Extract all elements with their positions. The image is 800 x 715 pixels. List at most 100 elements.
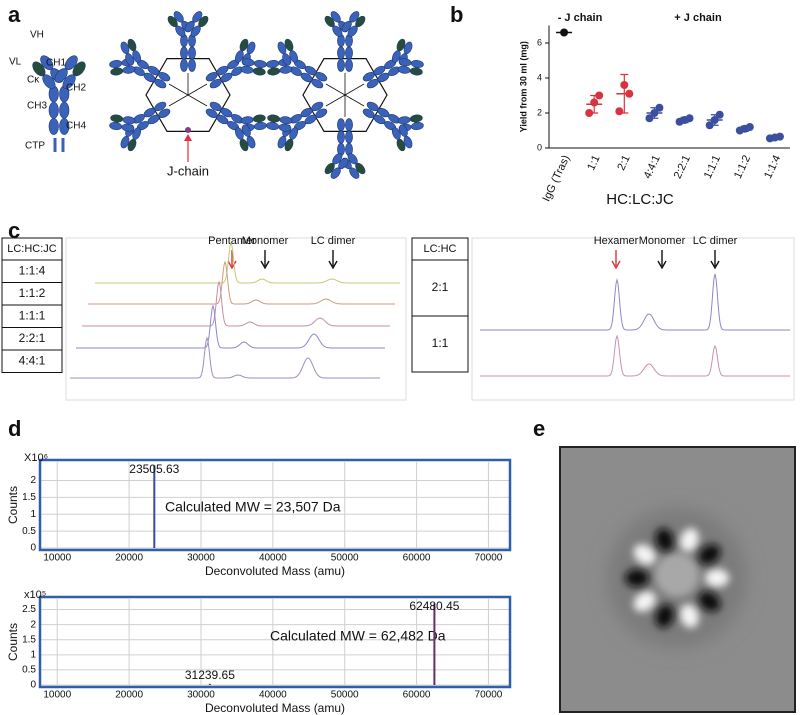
panel-label: b (450, 2, 463, 27)
domain-label: CH4 (66, 121, 86, 132)
trace (95, 241, 400, 284)
domain (120, 41, 130, 55)
x-tick-label: 1:1:4 (762, 153, 783, 180)
x-tick-label: 4:4:1 (642, 153, 663, 180)
domain (337, 130, 345, 144)
domain (337, 118, 345, 132)
j-chain-dot (185, 127, 191, 133)
domain (110, 67, 124, 76)
domain (246, 135, 256, 149)
blob (625, 569, 649, 587)
domain (403, 41, 413, 55)
blob (633, 591, 656, 612)
blob (680, 528, 699, 552)
trace (480, 334, 790, 377)
plot-frame (471, 237, 795, 401)
panel-c: cLC:HC:JC 1:1:4 1:1:2 1:1:1 2:2:1 4:4:1 Pentam… (1, 218, 795, 401)
domain (198, 15, 209, 28)
em-particle (625, 528, 729, 628)
x-tick-label: IgG (Tras) (541, 153, 573, 203)
blob (655, 528, 674, 552)
x-tick-label: 70000 (475, 553, 503, 564)
peak-label: 31239.65 (185, 668, 235, 682)
peak-arrowhead (710, 260, 720, 270)
domain (109, 122, 123, 131)
panel-a: a VH VL CH1 Cκ CH2 CH3 CH4 CTP J-chain (8, 2, 424, 179)
domain (330, 11, 341, 23)
peak-label: 23505.63 (129, 462, 179, 476)
table-header: LC:HC:JC (7, 243, 57, 255)
replicate-dot (615, 107, 624, 116)
table-row-label: 1:1:1 (19, 308, 46, 322)
replicate-dot (620, 81, 629, 89)
x-tick-label: 1:1 (585, 153, 602, 172)
domain (345, 118, 353, 132)
domain (188, 58, 196, 72)
x-tick-label: 30000 (187, 690, 215, 701)
replicate-dot (595, 91, 604, 100)
y-tick-label: 1 (30, 649, 36, 660)
y-tick-label: 0 (30, 680, 36, 691)
replicate-dot (715, 110, 724, 119)
y-tick-label: 2 (30, 475, 36, 486)
y-tick-label: 2 (30, 619, 36, 630)
domain (48, 101, 59, 119)
table-row-label: 1:1 (432, 336, 449, 350)
x-tick-label: 70000 (475, 690, 503, 701)
link (168, 83, 189, 96)
x-tick-label: 60000 (403, 690, 431, 701)
domain (109, 59, 123, 68)
annotation: + J chain (674, 12, 722, 24)
domain (337, 58, 345, 72)
domain (180, 58, 188, 72)
domain (324, 15, 335, 28)
replicate-dot (775, 132, 784, 141)
x-tick-label: 2:1 (615, 153, 632, 172)
domain (239, 138, 249, 152)
domain-label: CH1 (46, 58, 66, 69)
domain-label: VL (9, 57, 22, 68)
x-tick-label: 1:1:1 (702, 153, 723, 180)
trace (88, 260, 395, 305)
table-cell (411, 259, 469, 317)
domain (396, 138, 406, 152)
domain (253, 59, 267, 68)
j-chain-label: J-chain (167, 163, 209, 178)
blob (680, 604, 699, 628)
blob (655, 604, 674, 628)
scale-label: x10⁵ (24, 589, 46, 601)
x-tick-label: 40000 (259, 553, 287, 564)
domain (409, 114, 423, 123)
y-tick-label: 6 (537, 37, 542, 47)
link (325, 83, 346, 96)
peak-annotation: Monomer (639, 235, 686, 247)
domain (122, 65, 136, 74)
table-row-label: 2:1 (432, 280, 449, 294)
domain (324, 162, 335, 175)
panel-b: b 0 2 4 6 Yield from 30 ml (mg) HC:LC:JC - J ch… (450, 2, 790, 208)
peak-label: 62480.45 (409, 599, 459, 613)
panel-label: a (8, 2, 21, 27)
domain (252, 67, 266, 76)
domain (410, 59, 424, 68)
domain-label: CTP (25, 141, 45, 152)
replicate-dot (705, 121, 714, 130)
peak-annotation: LC dimer (693, 235, 738, 247)
peak-annotation: Hexamer (594, 235, 639, 247)
peak-arrowhead (657, 260, 667, 270)
x-tick-label: 30000 (187, 553, 215, 564)
domain (349, 11, 360, 23)
x-tick-label: 40000 (259, 690, 287, 701)
peak-arrowhead (260, 260, 270, 270)
domain (121, 123, 135, 132)
replicate-dot (590, 98, 599, 107)
domain (266, 122, 280, 131)
y-tick-label: 1.5 (22, 492, 36, 503)
domain (284, 138, 294, 152)
table-header: LC:HC (423, 243, 456, 255)
j-chain-arrowhead (184, 134, 192, 141)
y-axis-label: Counts (6, 486, 20, 524)
x-tick-label: 10000 (43, 690, 71, 701)
x-tick-label: 60000 (403, 553, 431, 564)
